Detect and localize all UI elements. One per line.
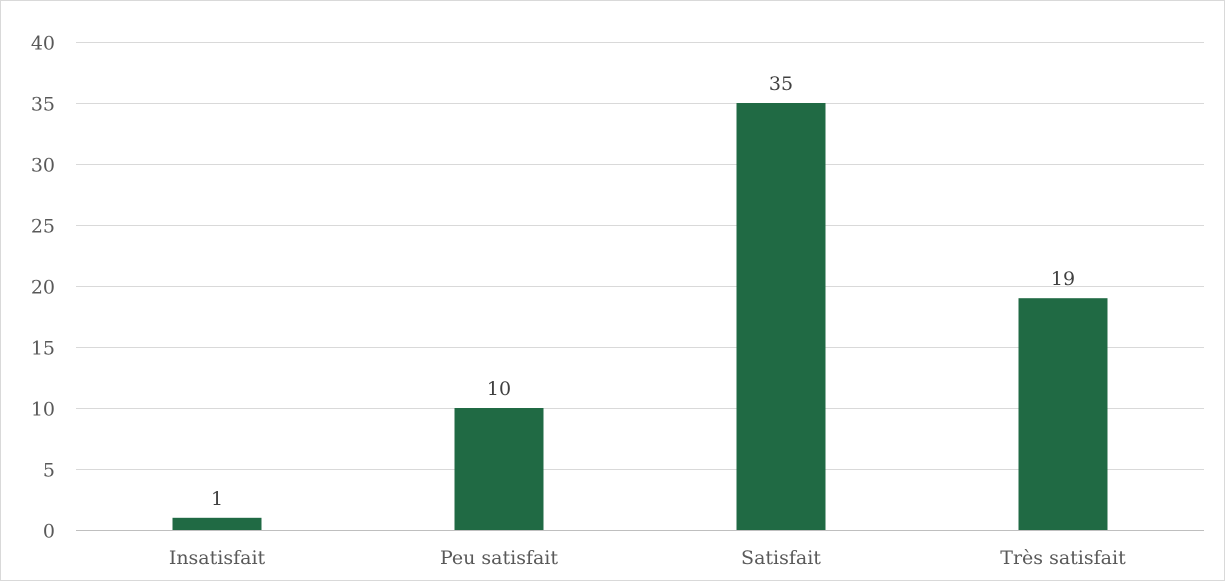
data-labels: 1 10 35 19 bbox=[211, 73, 1075, 510]
y-tick-label: 30 bbox=[31, 155, 55, 177]
bar-tr-s-satisfait bbox=[1018, 298, 1108, 530]
bar-satisfait bbox=[736, 103, 826, 530]
y-axis-tick-labels: 0 5 10 15 20 25 30 35 40 bbox=[31, 33, 55, 543]
bar-insatisfait bbox=[172, 517, 262, 530]
gridlines bbox=[76, 42, 1204, 470]
y-tick-label: 35 bbox=[31, 94, 55, 116]
data-label: 35 bbox=[769, 73, 793, 95]
bars bbox=[172, 103, 1108, 530]
category-label: Peu satisfait bbox=[440, 547, 558, 569]
bar-peu-satisfait bbox=[454, 408, 544, 530]
y-tick-label: 15 bbox=[31, 338, 55, 360]
y-tick-label: 25 bbox=[31, 216, 55, 238]
data-label: 10 bbox=[487, 378, 511, 400]
data-label: 1 bbox=[211, 488, 223, 510]
data-label: 19 bbox=[1051, 268, 1075, 290]
category-labels: Insatisfait Peu satisfait Satisfait Très sa… bbox=[169, 547, 1126, 569]
y-tick-label: 5 bbox=[43, 460, 55, 482]
y-tick-label: 10 bbox=[31, 399, 55, 421]
category-label: Insatisfait bbox=[169, 547, 266, 569]
category-label: Très satisfait bbox=[1000, 547, 1126, 569]
y-tick-label: 20 bbox=[31, 277, 55, 299]
category-label: Satisfait bbox=[741, 547, 821, 569]
y-tick-label: 0 bbox=[43, 521, 55, 543]
y-tick-label: 40 bbox=[31, 33, 55, 55]
